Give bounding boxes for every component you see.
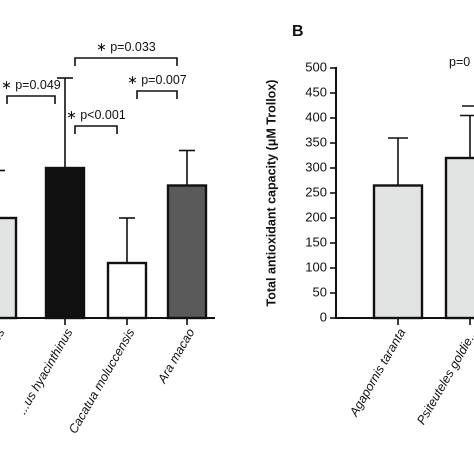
- y-tick-label: 50: [313, 284, 327, 299]
- y-tick-label: 400: [305, 109, 327, 124]
- bar: [444, 156, 474, 320]
- category-label: Psiteuteles goldie...: [414, 326, 474, 427]
- panel-letter: B: [292, 23, 304, 40]
- significance-label: ∗ p=0.049: [1, 78, 61, 92]
- significance-bracket: [74, 57, 178, 66]
- significance-label: ∗ p=0.007: [127, 73, 187, 87]
- category-label: Cacatua moluccensis: [66, 326, 138, 436]
- bar: [372, 184, 424, 320]
- category-label: ...us hyacinthinus: [15, 326, 75, 417]
- significance-label: ∗ p=0.033: [96, 40, 156, 54]
- y-tick-label: 100: [305, 259, 327, 274]
- y-tick-label: 300: [305, 159, 327, 174]
- y-tick-label: 350: [305, 134, 327, 149]
- bar: [44, 166, 86, 320]
- significance-label: ∗ p<0.001: [66, 108, 126, 122]
- significance-bracket: [74, 125, 118, 134]
- bar: [106, 261, 148, 320]
- y-tick-label: 0: [320, 309, 327, 324]
- category-label: Ara macao: [155, 326, 198, 386]
- category-label: ...s: [0, 326, 7, 347]
- y-tick-label: 200: [305, 209, 327, 224]
- bar: [166, 184, 208, 320]
- y-tick-label: 500: [305, 59, 327, 74]
- significance-bracket: [6, 95, 56, 104]
- y-tick-label: 150: [305, 234, 327, 249]
- category-label: Agapornis taranta: [346, 326, 408, 419]
- bar: [0, 216, 18, 320]
- y-tick-label: 250: [305, 184, 327, 199]
- significance-bracket: [136, 90, 178, 99]
- significance-label: p=0: [449, 55, 470, 69]
- panel-b: B 0 50 100 150 200 250 300 350 400 450 500 Total ant…: [264, 23, 474, 427]
- y-tick-label: 450: [305, 84, 327, 99]
- y-axis-title: Total antioxidant capacity (μM Trollox): [264, 80, 278, 307]
